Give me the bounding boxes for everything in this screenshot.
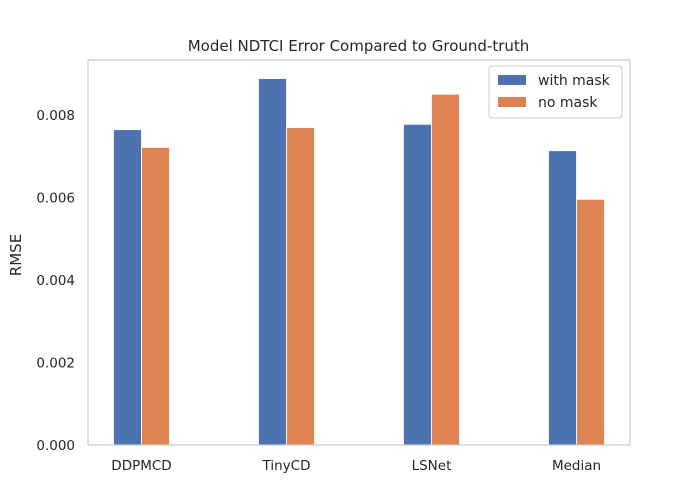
bar-no-mask-ddpmcd bbox=[141, 146, 170, 446]
bar-no-mask-median bbox=[576, 198, 605, 446]
bar-with-mask-tinycd bbox=[258, 78, 287, 446]
x-ticks: DDPMCD TinyCD LSNet Median bbox=[111, 458, 601, 474]
y-axis-label: RMSE bbox=[7, 234, 25, 276]
y-tick-label: 0.002 bbox=[36, 356, 75, 372]
y-tick-label: 0.008 bbox=[36, 108, 75, 124]
bar-with-mask-lsnet bbox=[403, 123, 432, 446]
bar-no-mask-tinycd bbox=[286, 127, 315, 446]
bar-with-mask-median bbox=[548, 150, 577, 446]
legend-label: no mask bbox=[538, 95, 598, 111]
x-tick-label: Median bbox=[552, 458, 601, 474]
legend-swatch bbox=[498, 75, 526, 85]
x-tick-label: LSNet bbox=[412, 458, 452, 474]
plot-frame bbox=[87, 59, 631, 446]
legend-swatch bbox=[498, 97, 526, 107]
legend: with mask no mask bbox=[488, 65, 623, 119]
y-ticks: 0.000 0.002 0.004 0.006 0.008 bbox=[36, 108, 75, 454]
bars-group bbox=[113, 78, 605, 446]
x-tick-label: TinyCD bbox=[262, 458, 311, 474]
x-tick-label: DDPMCD bbox=[111, 458, 171, 474]
y-tick-label: 0.004 bbox=[36, 273, 75, 289]
legend-label: with mask bbox=[538, 73, 611, 89]
bar-no-mask-lsnet bbox=[431, 93, 460, 446]
chart-title: Model NDTCI Error Compared to Ground-tru… bbox=[188, 37, 530, 55]
y-tick-label: 0.006 bbox=[36, 191, 75, 207]
y-tick-label: 0.000 bbox=[36, 438, 75, 454]
bar-with-mask-ddpmcd bbox=[113, 129, 142, 446]
